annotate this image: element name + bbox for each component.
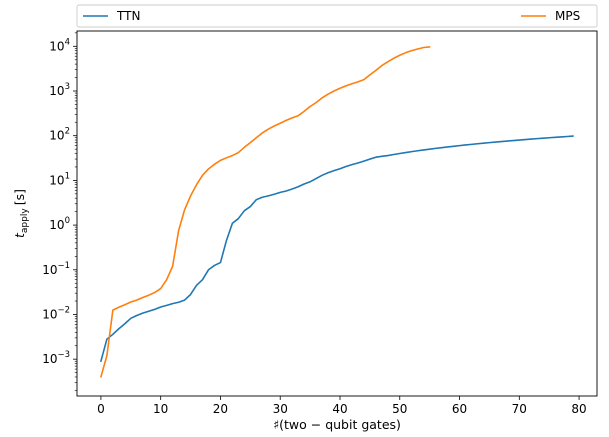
y-tick-exponent: 0 (65, 216, 70, 226)
y-tick-base: 10 (49, 39, 64, 53)
y-tick-base: 10 (49, 84, 64, 98)
x-tick-label: 40 (332, 402, 347, 416)
y-tick-label: 10−2 (42, 305, 70, 321)
y-tick-exponent: 4 (65, 37, 70, 47)
x-tick-label: 80 (571, 402, 586, 416)
x-tick-label: 30 (273, 402, 288, 416)
x-tick-label: 0 (97, 402, 105, 416)
y-tick-base: 10 (42, 263, 57, 277)
x-axis: 0 10 20 30 40 50 60 70 80 (97, 396, 587, 416)
y-tick-label: 103 (49, 82, 70, 98)
x-tick-label: 20 (213, 402, 228, 416)
y-tick-exponent: 2 (65, 127, 70, 137)
series-layer (100, 46, 574, 378)
legend-label-ttn: TTN (116, 9, 140, 23)
legend-label-mps: MPS (555, 9, 580, 23)
y-tick-label: 100 (49, 216, 70, 232)
y-tick-exponent: −3 (57, 350, 70, 360)
legend-box (76, 4, 598, 28)
y-axis-label-main: t (12, 232, 27, 238)
x-tick-label: 10 (153, 402, 168, 416)
legend: TTN MPS (76, 4, 598, 28)
y-axis-label: tapply [s] (12, 189, 30, 238)
plot-frame (76, 30, 598, 397)
y-tick-label: 10−3 (42, 350, 70, 366)
y-tick-label: 102 (49, 127, 70, 143)
y-tick-exponent: −1 (57, 261, 70, 271)
y-tick-base: 10 (49, 129, 64, 143)
y-tick-exponent: 3 (65, 82, 70, 92)
y-axis-label-sub: apply (20, 208, 30, 233)
series-line-mps (100, 46, 431, 378)
y-tick-label: 104 (49, 37, 70, 53)
y-tick-base: 10 (49, 173, 64, 187)
y-tick-label: 101 (49, 171, 70, 187)
y-axis-label-unit: [s] (12, 189, 27, 205)
series-line-ttn (100, 135, 574, 363)
x-tick-label: 50 (392, 402, 407, 416)
y-tick-label: 10−1 (42, 261, 70, 277)
y-tick-base: 10 (49, 218, 64, 232)
y-tick-exponent: −2 (57, 305, 70, 315)
y-tick-exponent: 1 (65, 171, 70, 181)
y-tick-base: 10 (42, 352, 57, 366)
x-axis-label: ♯(two − qubit gates) (273, 417, 401, 432)
y-tick-base: 10 (42, 307, 57, 321)
x-tick-label: 70 (512, 402, 527, 416)
x-tick-label: 60 (452, 402, 467, 416)
